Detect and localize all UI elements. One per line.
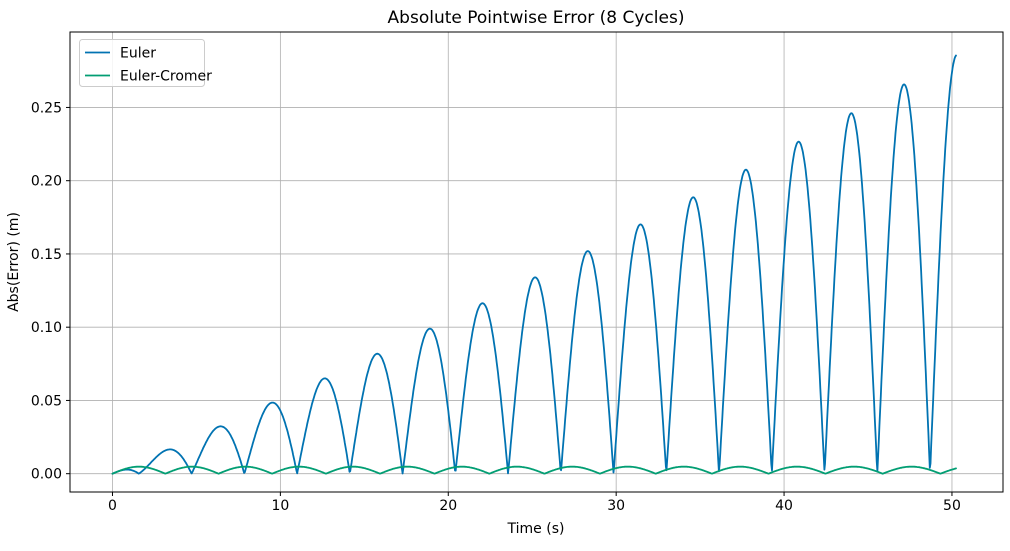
- y-tick-label: 0.00: [31, 467, 62, 483]
- x-axis-label: Time (s): [507, 521, 565, 537]
- legend-label-euler: Euler: [120, 46, 156, 62]
- chart-title: Absolute Pointwise Error (8 Cycles): [388, 8, 685, 28]
- y-tick-label: 0.15: [31, 247, 62, 263]
- y-tick-label: 0.10: [31, 320, 62, 336]
- tick-layer: 0 10 20 30 40 50 0.00 0.05 0.10 0.15 0.20 0.25: [31, 100, 961, 514]
- y-axis-label: Abs(Error) (m): [6, 212, 22, 312]
- grid-layer: [70, 32, 1003, 492]
- x-tick-label: 30: [607, 498, 625, 514]
- x-tick-label: 20: [439, 498, 457, 514]
- euler-series-line: [111, 54, 957, 475]
- y-tick-label: 0.25: [31, 100, 62, 116]
- x-tick-label: 40: [775, 498, 793, 514]
- x-tick-label: 50: [943, 498, 961, 514]
- series-layer: [111, 54, 957, 475]
- axes-frame: [69, 31, 1004, 493]
- euler-cromer-series-line: [111, 465, 957, 475]
- x-tick-label: 0: [108, 498, 117, 514]
- y-tick-label: 0.05: [31, 393, 62, 409]
- legend: Euler Euler-Cromer: [79, 39, 212, 87]
- legend-label-euler-cromer: Euler-Cromer: [120, 69, 212, 85]
- x-tick-label: 10: [271, 498, 289, 514]
- y-tick-label: 0.20: [31, 174, 62, 190]
- legend-box: [79, 39, 205, 87]
